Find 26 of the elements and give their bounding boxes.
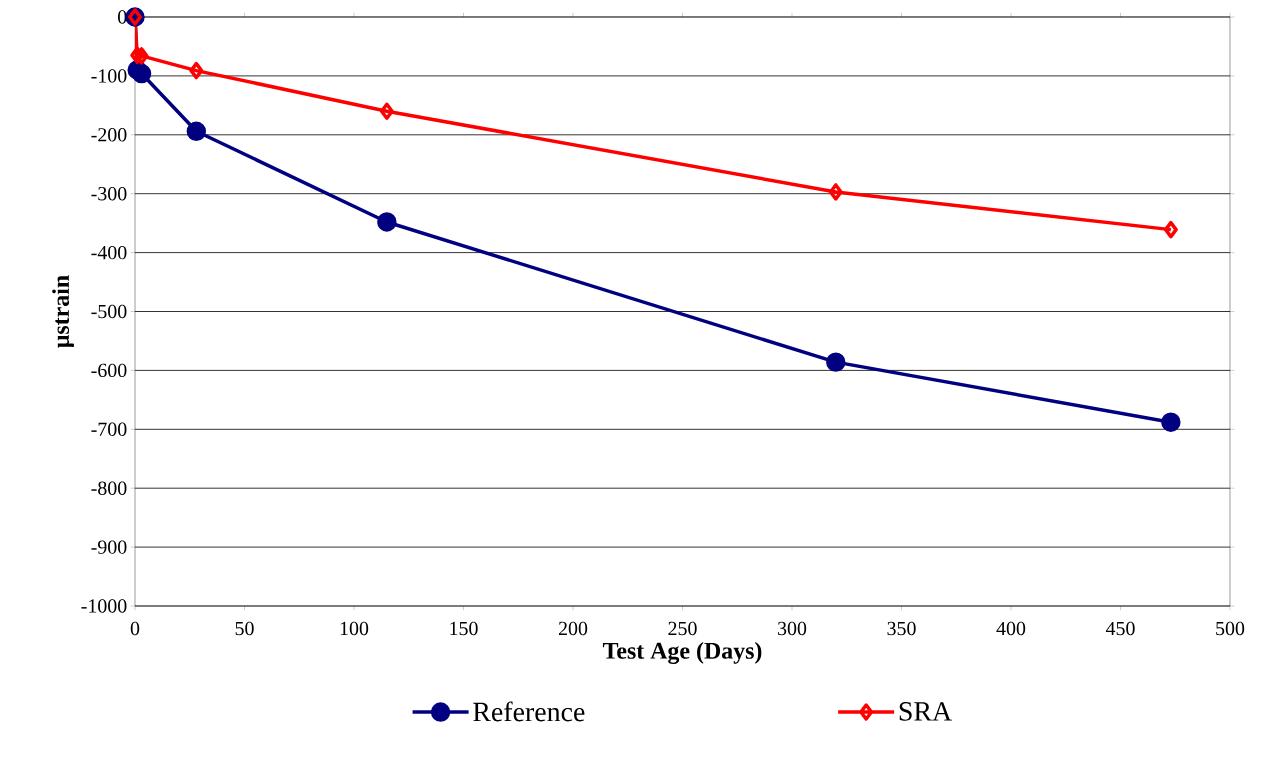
x-tick-label: 250 bbox=[668, 621, 697, 636]
y-tick-label: 0 bbox=[118, 10, 127, 24]
x-tick-label: 500 bbox=[1216, 621, 1245, 636]
y-tick-label: -600 bbox=[91, 363, 127, 378]
y-tick-label: -900 bbox=[91, 540, 127, 554]
x-tick-label: 400 bbox=[996, 621, 1026, 636]
y-axis-title: μstrain bbox=[52, 275, 74, 348]
x-tick-label: 350 bbox=[887, 621, 916, 636]
x-axis-title: Test Age (Days) bbox=[602, 642, 762, 664]
y-tick-label: -800 bbox=[91, 481, 127, 495]
x-tick-label: 150 bbox=[450, 621, 478, 636]
x-tick-label: 100 bbox=[340, 621, 369, 636]
y-tick-label: -700 bbox=[91, 422, 127, 437]
y-tick-label: -100 bbox=[91, 69, 127, 83]
x-tick-label: 200 bbox=[558, 621, 588, 636]
legend-label: SRA bbox=[899, 702, 952, 721]
legend-label: Reference bbox=[473, 701, 585, 722]
y-tick-label: -400 bbox=[91, 245, 127, 260]
x-tick-label: 450 bbox=[1105, 621, 1135, 636]
y-tick-label: -500 bbox=[91, 304, 127, 319]
y-tick-label: -1000 bbox=[81, 599, 127, 613]
x-tick-label: 50 bbox=[235, 621, 254, 636]
x-tick-label: 300 bbox=[778, 621, 807, 636]
x-tick-label: 0 bbox=[130, 621, 140, 636]
y-tick-label: -300 bbox=[91, 186, 127, 201]
y-tick-label: -200 bbox=[91, 128, 127, 142]
